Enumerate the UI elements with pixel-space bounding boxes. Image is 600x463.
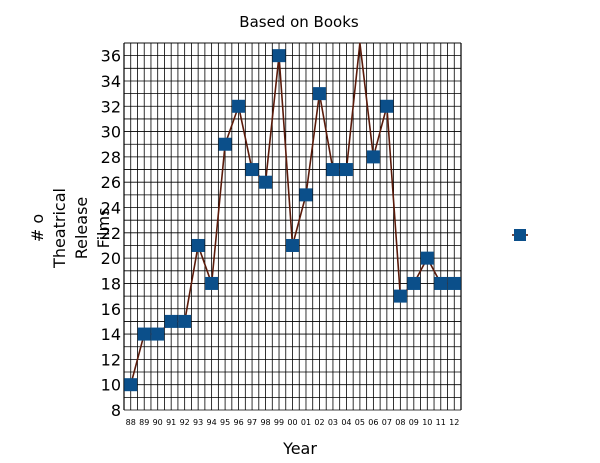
data-point — [245, 163, 259, 177]
chart-title: Based on Books — [239, 13, 359, 31]
x-axis-label: Year — [282, 439, 317, 458]
x-tick-label: 09 — [409, 418, 419, 427]
x-tick-label: 91 — [166, 418, 176, 427]
data-point — [151, 327, 165, 341]
data-point — [205, 276, 219, 290]
x-tick-label: 00 — [287, 418, 297, 427]
x-tick-label: 02 — [314, 418, 324, 427]
x-tick-label: 94 — [207, 418, 217, 427]
y-axis-label-line: Release — [72, 197, 91, 260]
data-point — [366, 150, 380, 164]
y-tick-label: 24 — [101, 199, 121, 218]
data-point — [218, 137, 232, 151]
y-axis-label-line: Films — [94, 208, 113, 249]
data-point — [164, 314, 178, 328]
series — [124, 42, 461, 392]
x-tick-label: 03 — [328, 418, 338, 427]
y-tick-label: 16 — [101, 300, 121, 319]
y-tick-label: 12 — [101, 350, 121, 369]
x-tick-label: 11 — [436, 418, 446, 427]
grid — [123, 42, 462, 411]
y-tick-label: 14 — [101, 325, 121, 344]
x-tick-label: 06 — [368, 418, 378, 427]
data-point — [407, 276, 421, 290]
y-tick-label: 26 — [101, 173, 121, 192]
x-tick-label: 93 — [193, 418, 203, 427]
y-tick-label: 20 — [101, 249, 121, 268]
y-tick-label: 36 — [101, 47, 121, 66]
x-tick-label: 90 — [153, 418, 163, 427]
data-point — [272, 49, 286, 63]
x-tick-label: 05 — [355, 418, 365, 427]
data-point — [259, 175, 273, 189]
x-tick-label: 01 — [301, 418, 311, 427]
y-tick-label: 28 — [101, 148, 121, 167]
data-point — [380, 99, 394, 113]
x-tick-label: 89 — [139, 418, 149, 427]
y-axis-ticks: 8 10 12 14 16 18 20 22 24 26 28 30 32 34 36 — [101, 47, 121, 420]
x-tick-label: 92 — [180, 418, 190, 427]
x-tick-label: 95 — [220, 418, 230, 427]
x-tick-label: 98 — [260, 418, 270, 427]
data-point — [393, 289, 407, 303]
legend-marker — [514, 229, 526, 241]
x-tick-label: 07 — [382, 418, 392, 427]
data-point — [286, 238, 299, 252]
x-tick-label: 04 — [341, 418, 351, 427]
y-axis-label: # o Theatrical Release Films — [28, 188, 113, 269]
x-tick-label: 88 — [126, 418, 136, 427]
data-point — [447, 276, 461, 290]
x-tick-label: 10 — [422, 418, 432, 427]
x-tick-label: 12 — [449, 418, 459, 427]
data-point — [299, 188, 313, 202]
data-point — [232, 99, 246, 113]
x-tick-label: 08 — [395, 418, 405, 427]
data-point — [339, 163, 353, 177]
data-point — [312, 87, 326, 101]
data-point — [124, 378, 138, 392]
y-tick-label: 22 — [101, 224, 121, 243]
data-point — [137, 327, 151, 341]
x-tick-label: 96 — [233, 418, 243, 427]
data-point — [326, 163, 340, 177]
data-point — [191, 238, 205, 252]
data-point — [178, 314, 192, 328]
y-axis-label-line: # o — [28, 214, 47, 242]
legend — [512, 229, 528, 241]
y-tick-label: 32 — [101, 97, 121, 116]
x-tick-label: 97 — [247, 418, 257, 427]
y-tick-label: 34 — [101, 72, 121, 91]
y-axis-label-line: Theatrical — [50, 188, 69, 269]
data-point — [434, 276, 448, 290]
y-tick-label: 8 — [111, 401, 121, 420]
y-tick-label: 18 — [101, 274, 121, 293]
x-axis-ticks: 88 89 90 91 92 93 94 95 96 97 98 99 00 01 02 03 04 05 06 07… — [126, 418, 460, 427]
data-point — [420, 251, 434, 265]
x-tick-label: 99 — [274, 418, 284, 427]
y-tick-label: 10 — [101, 376, 121, 395]
y-tick-label: 30 — [101, 123, 121, 142]
